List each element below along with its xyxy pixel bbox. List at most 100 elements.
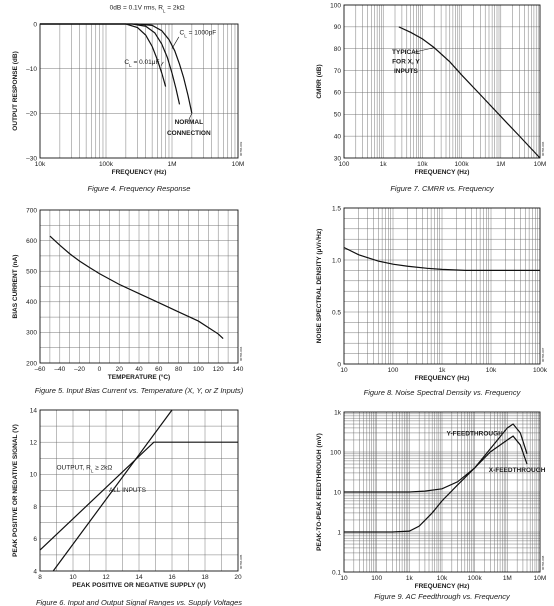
fig9-y-axis-label: PEAK-TO-PEAK FEEDTHROUGH (mV) <box>316 433 323 551</box>
x-tick-label: 8 <box>38 574 42 581</box>
y-tick-label: 0.1 <box>332 569 341 576</box>
fig6-annotation: ALL INPUTS <box>109 487 147 494</box>
x-tick-label: 10k <box>437 575 448 582</box>
fig8-series-1-line <box>343 246 540 271</box>
x-tick-label: 10k <box>417 161 428 168</box>
x-tick-label: 10 <box>69 574 77 581</box>
fig4-annotation: CL = 0.01μF <box>124 59 159 68</box>
fig5-grid <box>40 210 238 363</box>
fig8-plot-frame <box>343 207 541 365</box>
fig6-plot-frame <box>39 409 239 572</box>
y-tick-label: 30 <box>334 155 342 162</box>
x-tick-label: 100k <box>533 367 548 374</box>
fig7-series-1-line <box>398 26 541 159</box>
y-tick-label: 600 <box>26 238 37 245</box>
x-tick-label: 140 <box>233 366 244 373</box>
leader-line <box>188 113 193 120</box>
x-tick-label: 10M <box>534 575 547 582</box>
y-tick-label: 500 <box>26 269 37 276</box>
x-tick-label: 60 <box>155 366 163 373</box>
fig8-x-axis-label: FREQUENCY (Hz) <box>415 375 470 382</box>
fig4-annotation: 0dB = 0.1V rms, RL = 2kΩ <box>110 4 185 13</box>
y-tick-label: –30 <box>26 155 37 162</box>
y-tick-label: 0 <box>33 21 37 28</box>
x-tick-label: 10M <box>232 161 245 168</box>
y-tick-label: 1.5 <box>332 205 341 212</box>
x-tick-label: 1M <box>167 161 176 168</box>
fig6-series-2-line <box>52 409 173 572</box>
fig6-x-axis-label: PEAK POSITIVE OR NEGATIVE SUPPLY (V) <box>72 582 206 589</box>
y-tick-label: 8 <box>33 504 37 511</box>
fig7-figure-code: 00786-006 <box>541 141 545 156</box>
y-tick-label: 400 <box>26 299 37 306</box>
fig8-caption: Figure 8. Noise Spectral Density vs. Fre… <box>364 388 522 397</box>
fig9-annotation: Y-FEEDTHROUGH <box>446 430 503 437</box>
x-tick-label: 100k <box>455 161 470 168</box>
x-tick-label: 100k <box>99 161 114 168</box>
fig7-annotation: FOR X, Y <box>392 59 420 66</box>
x-tick-label: 100 <box>339 161 350 168</box>
x-tick-label: 20 <box>116 366 124 373</box>
fig4-annotation: NORMAL <box>175 119 204 126</box>
y-tick-label: 0.5 <box>332 309 341 316</box>
fig8-grid <box>344 208 540 364</box>
x-tick-label: 1k <box>380 161 388 168</box>
fig8-y-axis-label: NOISE SPECTRAL DENSITY (μV/√Hz) <box>315 229 323 344</box>
y-tick-label: 60 <box>334 90 342 97</box>
fig7-y-axis-label: CMRR (dB) <box>316 64 323 98</box>
y-tick-label: 12 <box>30 440 38 447</box>
fig7-caption: Figure 7. CMRR vs. Frequency <box>390 184 495 193</box>
x-tick-label: 40 <box>135 366 143 373</box>
fig4-grid <box>40 24 238 158</box>
y-tick-label: 0 <box>337 361 341 368</box>
fig5-y-axis-label: BIAS CURRENT (nA) <box>12 255 19 319</box>
y-tick-label: 1.0 <box>332 257 341 264</box>
fig5-series-1-line <box>49 235 224 339</box>
fig6-y-axis-label: PEAK POSITIVE OR NEGATIVE SIGNAL (V) <box>12 424 19 557</box>
x-tick-label: –20 <box>74 366 85 373</box>
fig7-chart: 100 1k 10k 100k 1M 10M 30 40 50 60 70 80 90 100 FREQUE… <box>316 2 546 193</box>
y-tick-label: 6 <box>33 536 37 543</box>
y-tick-label: 4 <box>33 568 37 575</box>
fig4-series-3-line <box>40 23 167 87</box>
y-tick-label: 100 <box>330 449 341 456</box>
fig9-chart: 10 100 1k 10k 100k 1M 10M0.11101001kFREQUENCY … <box>316 409 546 601</box>
fig6-caption: Figure 6. Input and Output Signal Ranges… <box>36 598 242 606</box>
x-tick-label: 18 <box>201 574 209 581</box>
fig6-grid <box>40 410 238 571</box>
fig9-series-2-line <box>344 435 528 533</box>
x-tick-label: 12 <box>102 574 110 581</box>
fig9-x-axis-label: FREQUENCY (Hz) <box>415 583 470 590</box>
fig5-x-axis-label: TEMPERATURE (°C) <box>108 373 170 381</box>
fig7-x-axis-label: FREQUENCY (Hz) <box>415 169 470 176</box>
y-tick-label: 50 <box>334 112 342 119</box>
x-tick-label: 100 <box>371 575 382 582</box>
x-tick-label: 1k <box>406 575 414 582</box>
x-tick-label: 100 <box>388 367 399 374</box>
y-tick-label: –20 <box>26 111 37 118</box>
fig6-figure-code: 00786-005 <box>239 554 243 569</box>
x-tick-label: 10 <box>340 367 348 374</box>
y-tick-label: 40 <box>334 133 342 140</box>
x-tick-label: 120 <box>213 366 224 373</box>
fig6-annotation: OUTPUT, RL ≥ 2kΩ <box>57 465 113 474</box>
fig4-annotation: CL = 1000pF <box>180 30 217 39</box>
x-tick-label: 80 <box>175 366 183 373</box>
fig6-series-1-line <box>39 441 238 551</box>
fig4-y-axis-label: OUTPUT RESPONSE (dB) <box>12 51 19 130</box>
y-tick-label: 90 <box>334 24 342 31</box>
fig9-series-1-line <box>344 423 528 493</box>
y-tick-label: 200 <box>26 360 37 367</box>
y-tick-label: 300 <box>26 330 37 337</box>
y-tick-label: 1 <box>337 529 341 536</box>
y-tick-label: –10 <box>26 66 37 73</box>
fig5-chart: –60 –40 –20 0 20 40 60 80 100 120 140 200 300 400 500 6… <box>12 207 244 395</box>
x-tick-label: 100 <box>193 366 204 373</box>
x-tick-label: 1M <box>503 575 512 582</box>
fig5-figure-code: 00786-004 <box>239 346 243 361</box>
fig4-plot-frame <box>39 23 239 159</box>
fig7-annotation: TYPICAL <box>392 49 420 56</box>
fig4-caption: Figure 4. Frequency Response <box>88 184 191 193</box>
